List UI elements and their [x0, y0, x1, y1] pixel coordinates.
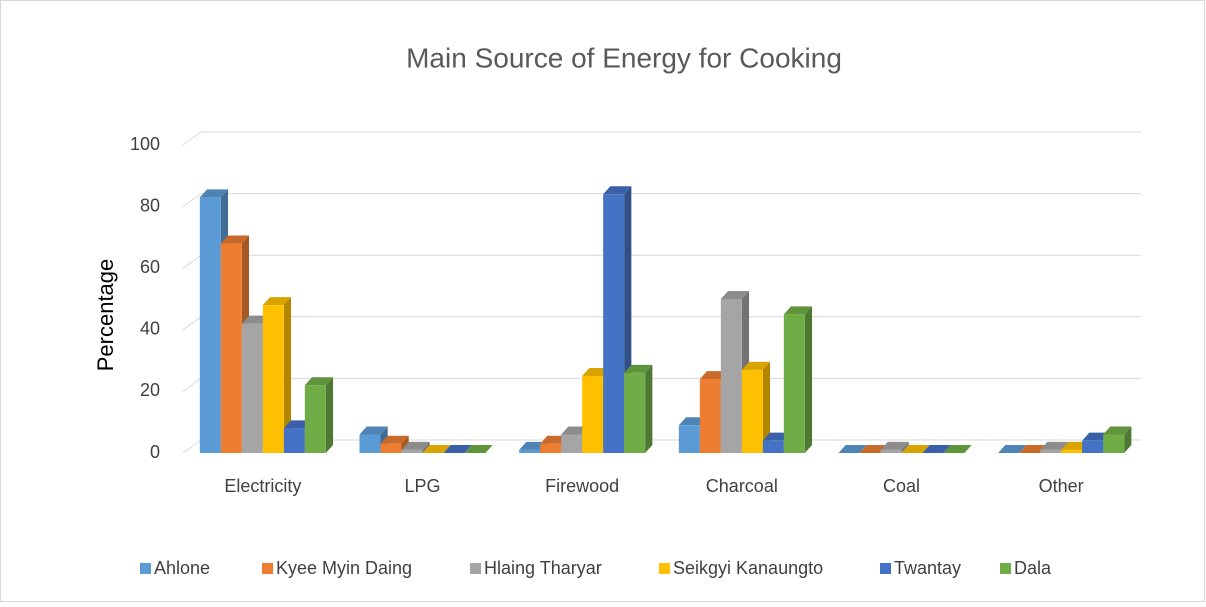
bar	[540, 443, 562, 453]
bar	[262, 305, 284, 453]
legend-label: Ahlone	[154, 558, 210, 578]
bar-top	[1040, 441, 1069, 450]
bar	[741, 369, 763, 453]
x-tick-label: Firewood	[545, 476, 619, 496]
legend-swatch	[659, 563, 670, 574]
bar-top	[720, 291, 750, 299]
bar-top	[1103, 426, 1132, 435]
bar-top	[422, 445, 451, 453]
bar-top	[304, 377, 334, 386]
bar	[880, 449, 902, 453]
bar	[519, 449, 541, 453]
bar	[1061, 449, 1083, 453]
bar-top	[998, 445, 1027, 453]
bar	[220, 243, 242, 453]
grid-line	[182, 131, 202, 146]
grid-line	[182, 193, 202, 208]
bar-side	[645, 364, 653, 453]
bar-top	[443, 445, 472, 453]
bar-top	[901, 445, 930, 453]
bar	[283, 428, 305, 453]
bar-side	[422, 441, 430, 453]
legend-label: Hlaing Tharyar	[484, 558, 602, 578]
bar	[720, 299, 742, 453]
bar	[699, 379, 721, 453]
x-tick-label: LPG	[404, 476, 440, 496]
bar	[380, 443, 402, 453]
bar	[624, 372, 646, 453]
bar-side	[1124, 426, 1132, 453]
bar	[582, 376, 604, 453]
bar-top	[380, 435, 409, 444]
bar	[678, 425, 700, 453]
grid-line	[182, 254, 202, 269]
chart-title: Main Source of Energy for Cooking	[406, 42, 842, 73]
bar-top	[741, 361, 771, 370]
bar-top	[922, 445, 951, 453]
legend-label: Twantay	[894, 558, 961, 578]
bar	[199, 197, 221, 453]
y-tick-label: 100	[130, 134, 160, 154]
legend-swatch	[140, 563, 151, 574]
x-tick-label: Other	[1039, 476, 1084, 496]
grid-line	[182, 439, 202, 454]
bar	[241, 323, 263, 453]
bar-top	[401, 441, 430, 450]
bar-top	[880, 441, 909, 450]
x-tick-label: Charcoal	[706, 476, 778, 496]
bar	[1040, 449, 1062, 453]
y-tick-label: 60	[140, 257, 160, 277]
y-axis-label: Percentage	[93, 259, 118, 372]
grid-line	[182, 316, 202, 331]
legend-label: Seikgyi Kanaungto	[673, 558, 823, 578]
y-tick-label: 20	[140, 380, 160, 400]
grid-line	[182, 377, 202, 392]
y-tick-label: 80	[140, 195, 160, 215]
bar-top	[220, 235, 250, 244]
y-tick-label: 0	[150, 442, 160, 462]
bar-top	[464, 445, 493, 453]
bar-top	[359, 426, 388, 435]
bar-top	[838, 445, 867, 453]
x-tick-label: Coal	[883, 476, 920, 496]
bar	[1082, 440, 1104, 453]
x-tick-label: Electricity	[224, 476, 301, 496]
bar-side	[901, 441, 909, 453]
bar	[783, 314, 805, 453]
bar-top	[262, 297, 292, 306]
legend-label: Kyee Myin Daing	[276, 558, 412, 578]
bar	[561, 434, 583, 453]
bar-side	[804, 306, 813, 453]
bar	[359, 434, 381, 453]
legend-label: Dala	[1014, 558, 1052, 578]
bar-side	[325, 377, 334, 453]
legend-swatch	[880, 563, 891, 574]
bar-top	[943, 445, 972, 453]
bar-side	[283, 297, 292, 453]
legend-swatch	[262, 563, 273, 574]
bar	[1103, 434, 1125, 453]
legend-swatch	[470, 563, 481, 574]
legend-swatch	[1000, 563, 1011, 574]
bar-top	[624, 364, 653, 373]
bar	[762, 440, 784, 453]
bar-top	[783, 306, 813, 315]
bar	[304, 385, 326, 453]
bar	[401, 449, 423, 453]
bar-side	[762, 361, 771, 453]
bar-top	[199, 189, 229, 198]
y-tick-label: 40	[140, 319, 160, 339]
bar	[603, 194, 625, 453]
bar-top	[603, 186, 632, 195]
